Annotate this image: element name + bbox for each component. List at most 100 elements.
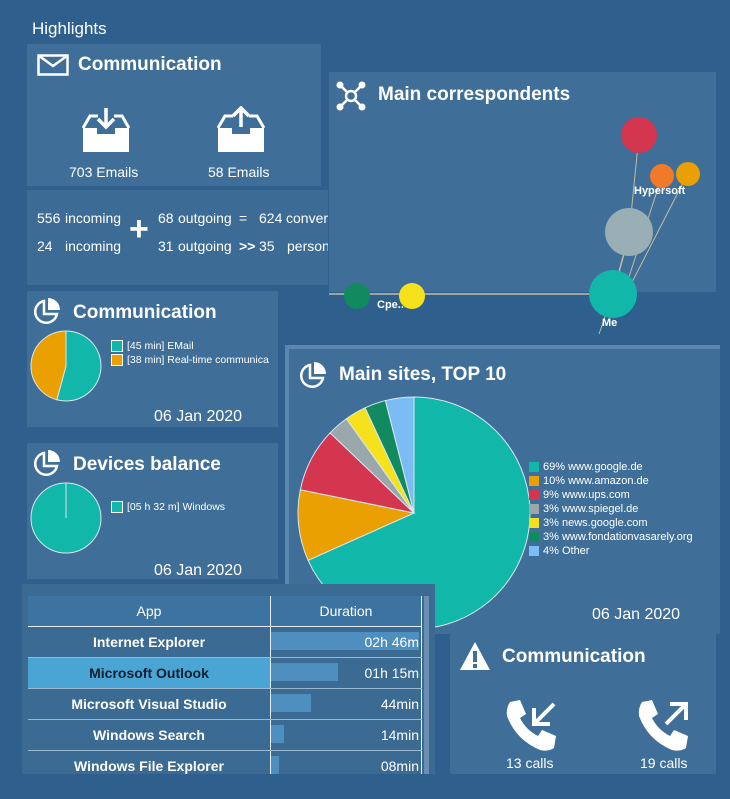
pie-slice (384, 396, 415, 514)
sites-date: 06 Jan 2020 (592, 606, 681, 623)
outgoing-calls-label: 19 calls (640, 755, 688, 771)
correspondent-node (605, 208, 653, 256)
legend-item: 69% www.google.de (529, 460, 693, 474)
table-row[interactable]: Internet Explorer 02h 46m (28, 626, 422, 658)
summary-panel: 556 incoming 68 outgoing = 624 conversat… (27, 190, 328, 285)
calls-title: Communication (502, 646, 646, 667)
duration-text: 44min (380, 696, 419, 712)
sites-pie (297, 396, 531, 630)
app-name-cell[interactable]: Microsoft Visual Studio (28, 688, 271, 720)
column-header-duration[interactable]: Duration (270, 596, 422, 627)
emails-sent-label: 58 Emails (208, 164, 270, 180)
correspondents-title: Main correspondents (378, 84, 571, 105)
persons-label: persons in touch (287, 238, 328, 254)
correspondent-node (621, 117, 657, 153)
legend-label: 9% www.ups.com (543, 489, 630, 501)
plus-sign: + (129, 210, 149, 248)
incoming-label: incoming (65, 210, 122, 226)
legend-label: 10% www.amazon.de (543, 475, 649, 487)
much-greater-sign: >> (239, 238, 256, 254)
column-header-app[interactable]: App (28, 596, 271, 627)
comm-time-pie (30, 330, 102, 402)
incoming-calls-label: 13 calls (506, 755, 554, 771)
table-row[interactable]: Windows File Explorer 08min (28, 750, 422, 774)
pie-chart-icon (300, 362, 326, 388)
duration-cell[interactable]: 44min (270, 688, 422, 720)
legend-item: 3% www.fondationvasarely.org (529, 530, 693, 544)
outgoing-label: outgoing (178, 210, 232, 226)
duration-cell[interactable]: 01h 15m (270, 657, 422, 689)
app-name-cell[interactable]: Windows File Explorer (28, 750, 271, 774)
app-name-cell[interactable]: Microsoft Outlook (28, 657, 271, 689)
warning-icon (460, 642, 490, 670)
incoming-count: 556 (37, 210, 61, 226)
correspondents-panel: Main correspondents Hypersoft Cpe.. Me (329, 72, 716, 337)
email-panel-title: Communication (78, 54, 222, 75)
comm-time-panel: Communication [45 min] EMail [38 min] Re… (27, 291, 278, 427)
inbox-upload-icon (217, 106, 265, 152)
pie-chart-icon (34, 298, 60, 324)
pie-slice (56, 330, 102, 402)
legend-swatch (529, 532, 539, 542)
legend-item: [38 min] Real-time communica (111, 353, 269, 367)
apps-panel: App Duration Internet Explorer 02h 46m Mic… (22, 584, 435, 774)
calls-panel: Communication 13 calls 19 calls (450, 634, 716, 774)
table-row[interactable]: Windows Search 14min (28, 719, 422, 751)
devices-title: Devices balance (73, 454, 221, 475)
app-name-cell[interactable]: Internet Explorer (28, 626, 271, 658)
emails-received-label: 703 Emails (69, 164, 139, 180)
devices-pie (30, 482, 102, 554)
scrollbar[interactable] (424, 596, 429, 774)
legend-swatch (529, 504, 539, 514)
app-name-cell[interactable]: Windows Search (28, 719, 271, 751)
legend-item: 3% www.spiegel.de (529, 502, 693, 516)
correspondent-label-cpe: Cpe.. (377, 299, 404, 311)
legend-item: [05 h 32 m] Windows (111, 500, 225, 514)
legend-label: 3% news.google.com (543, 517, 648, 529)
conversations-label: conversations (286, 210, 328, 226)
outgoing-call-icon (638, 700, 688, 751)
comm-time-date: 06 Jan 2020 (154, 408, 243, 425)
outgoing-persons-label: outgoing (178, 238, 232, 254)
network-icon (336, 81, 366, 111)
outgoing-persons-count: 31 (158, 238, 174, 254)
legend-item: 4% Other (529, 544, 693, 558)
table-row[interactable]: Microsoft Visual Studio 44min (28, 688, 422, 720)
correspondent-label-me: Me (602, 317, 618, 329)
inbox-download-icon (82, 108, 130, 152)
page-title: Highlights (32, 19, 107, 38)
correspondent-label-hypersoft: Hypersoft (634, 185, 686, 197)
sites-panel: Main sites, TOP 10 69% www.google.de 10% … (285, 345, 720, 634)
devices-date: 06 Jan 2020 (154, 562, 243, 579)
devices-legend: [05 h 32 m] Windows (111, 500, 225, 514)
correspondent-node (399, 283, 425, 309)
correspondent-node (589, 270, 637, 318)
duration-text: 08min (380, 758, 419, 774)
devices-panel: Devices balance [05 h 32 m] Windows 06 J… (27, 443, 278, 579)
duration-cell[interactable]: 08min (270, 750, 422, 774)
legend-label: 3% www.fondationvasarely.org (543, 531, 693, 543)
conversations-count: 624 (259, 210, 283, 226)
apps-table: App Duration Internet Explorer 02h 46m Mic… (28, 596, 422, 774)
legend-label: 4% Other (543, 545, 590, 557)
legend-swatch (529, 518, 539, 528)
equals-sign: = (239, 210, 248, 226)
duration-cell[interactable]: 14min (270, 719, 422, 751)
envelope-icon (37, 54, 69, 76)
correspondents-graph (329, 117, 700, 335)
legend-label: 3% www.spiegel.de (543, 503, 639, 515)
duration-bar (271, 632, 419, 650)
comm-time-legend: [45 min] EMail [38 min] Real-time commun… (111, 339, 269, 367)
correspondent-node (676, 162, 700, 186)
duration-bar (271, 756, 279, 774)
duration-bar (271, 663, 338, 681)
legend-swatch (529, 476, 539, 486)
duration-cell[interactable]: 02h 46m (270, 626, 422, 658)
legend-item: 10% www.amazon.de (529, 474, 693, 488)
persons-count: 35 (259, 238, 275, 254)
legend-item: 9% www.ups.com (529, 488, 693, 502)
pie-chart-icon (34, 450, 60, 476)
incoming-persons-label: incoming (65, 238, 122, 254)
email-panel: Communication 703 Emails 58 Emails (27, 44, 321, 186)
table-row[interactable]: Microsoft Outlook 01h 15m (28, 657, 422, 689)
